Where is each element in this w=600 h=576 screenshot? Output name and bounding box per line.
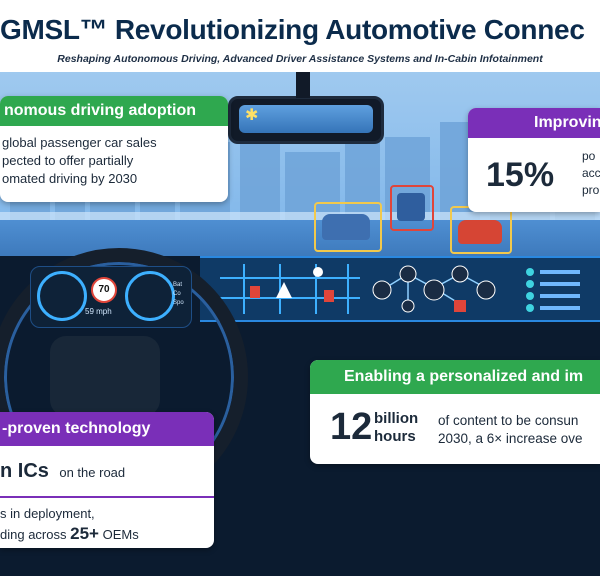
card-proven-technology: -proven technology n ICs on the road s i… — [0, 412, 214, 548]
detected-truck-box — [390, 185, 434, 231]
card-stat: n ICs — [0, 460, 49, 482]
gauge-icon — [451, 265, 469, 283]
warning-icon — [324, 290, 334, 302]
location-icon — [401, 299, 415, 313]
page-subtitle: Reshaping Autonomous Driving, Advanced D… — [57, 53, 543, 65]
card-heading: Improvin — [468, 108, 600, 138]
nav-arrow-icon — [276, 282, 292, 298]
page-title: GMSL™ Revolutionizing Automotive Connec — [0, 14, 585, 45]
card-stat: 15% — [486, 156, 555, 194]
media-list — [522, 266, 598, 314]
card-stat-unit-line: hours — [374, 428, 416, 445]
card-stat: 25+ — [70, 524, 99, 543]
cluster-side-info: Bat Co Spo — [173, 281, 184, 308]
card-text: on the road — [59, 465, 126, 480]
card-stat: 12 — [330, 406, 373, 448]
card-personalized: Enabling a personalized and im 12 billio… — [310, 360, 600, 464]
cluster-side-label: Bat — [173, 282, 183, 288]
card-improving: Improvin 15% po acc pro — [468, 108, 600, 212]
card-stat-unit-line: billion — [374, 410, 419, 427]
detected-red-car-box — [450, 206, 512, 254]
cloud-icon — [399, 265, 417, 283]
car-icon — [423, 279, 445, 301]
mirror-mount — [296, 72, 310, 98]
card-text: OEMs — [102, 527, 139, 542]
card-text: pro — [582, 183, 600, 197]
rear-view-mirror: ✱ — [228, 96, 384, 144]
card-text: ding across — [0, 527, 67, 542]
card-text: global passenger car sales — [2, 135, 157, 150]
speed-limit-sign: 70 — [91, 277, 117, 303]
card-text: po — [582, 149, 596, 163]
location-icon — [313, 267, 323, 277]
car-icon — [322, 214, 370, 240]
card-text: omated driving by 2030 — [2, 171, 138, 186]
speed-readout: 59 mph — [85, 307, 112, 316]
gear-icon — [476, 280, 496, 300]
steering-hub — [50, 336, 160, 416]
card-body: global passenger car sales pected to off… — [0, 126, 228, 188]
cluster-side-label: Spo — [173, 300, 184, 306]
card-body: s in deployment, ding across 25+ OEMs — [0, 504, 139, 545]
card-text: acc — [582, 166, 600, 180]
instrument-cluster: 70 59 mph Bat Co Spo — [30, 266, 192, 328]
wifi-icon — [372, 280, 392, 300]
card-heading: Enabling a personalized and im — [310, 360, 600, 394]
speedometer-gauge — [125, 271, 175, 321]
truck-icon — [397, 193, 425, 221]
card-text: s in deployment, — [0, 506, 95, 521]
card-heading: nomous driving adoption — [0, 96, 228, 126]
navigation-map — [220, 264, 360, 314]
card-body: po acc pro — [582, 148, 600, 199]
map-graphic — [220, 264, 360, 314]
card-divider — [0, 496, 214, 498]
card-body: of content to be consun 2030, a 6× incre… — [438, 412, 582, 448]
cluster-side-label: Co — [173, 291, 181, 297]
infotainment-strip — [200, 256, 600, 322]
card-text: pected to offer partially — [2, 153, 134, 168]
horizon-line — [0, 212, 600, 220]
detected-car-box — [314, 202, 382, 252]
page-header: GMSL™ Revolutionizing Automotive Connec … — [0, 0, 600, 72]
card-heading: -proven technology — [0, 412, 214, 446]
bar-chart-icon — [454, 300, 466, 312]
car-icon — [458, 220, 502, 244]
sun-icon: ✱ — [245, 107, 259, 124]
card-autonomous-driving: nomous driving adoption global passenger… — [0, 96, 228, 202]
connectivity-icons — [368, 264, 508, 314]
card-text: 2030, a 6× increase ove — [438, 431, 583, 446]
card-stat-unit: billion hours — [374, 410, 418, 446]
tachometer-gauge — [37, 271, 87, 321]
card-ics-line: n ICs on the road — [0, 460, 125, 483]
card-text: of content to be consun — [438, 413, 579, 428]
warning-icon — [250, 286, 260, 298]
